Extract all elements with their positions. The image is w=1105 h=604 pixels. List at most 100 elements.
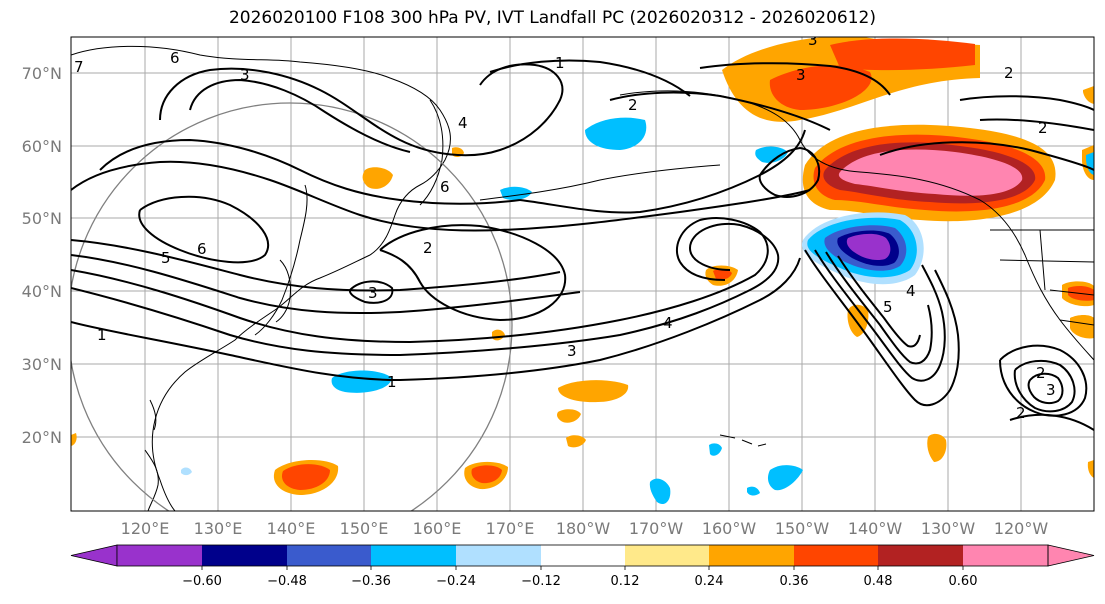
colorbar-segment [202, 545, 287, 566]
contour-gulf-north [879, 141, 1094, 171]
shade-blob-cyan-c [649, 478, 671, 505]
contour-label: 1 [555, 54, 565, 72]
latitude-label: 30°N [22, 355, 62, 374]
contour-1-east [959, 95, 1094, 111]
map-title: 2026020100 F108 300 hPa PV, IVT Landfall… [228, 8, 876, 28]
longitude-label: 160°W [702, 519, 757, 538]
colorbar-extend-high [1047, 544, 1095, 567]
contour-1-far-east [1009, 413, 1094, 431]
contour-trough-1 [804, 249, 960, 407]
contour-1-south [71, 257, 801, 382]
longitude-labels: 120°E 130°E 140°E 150°E 160°E 170°E 180°W 170°W… [121, 519, 1049, 538]
contour-labels: 7 6 3 1 2 3 2 4 3 2 6 5 6 2 3 4 3 1 5 4 … [74, 37, 1056, 422]
contour-4-south [71, 217, 769, 344]
contour-2-bering [758, 146, 820, 198]
longitude-label: 120°E [121, 519, 170, 538]
colorbar-tick-label: −0.12 [521, 574, 561, 589]
latitude-label: 40°N [22, 282, 62, 301]
shade-blob-orange-f [566, 435, 586, 448]
colorbar-tick-label: 0.60 [949, 574, 978, 589]
contour-label: 6 [197, 240, 207, 258]
coast-us-borders [990, 229, 1094, 326]
colorbar-segment [794, 545, 878, 566]
contour-2-east [979, 118, 1094, 131]
shade-blob-cyan-e [709, 443, 722, 456]
latitude-labels: 70°N 60°N 50°N 40°N 30°N 20°N [22, 64, 62, 447]
contour-3-arctic [699, 62, 891, 96]
shade-blob-orange-r [1087, 460, 1094, 478]
longitude-label: 140°W [848, 519, 903, 538]
shade-blob-orange-d [558, 380, 629, 403]
colorbar: −0.60 −0.48 −0.36 −0.24 −0.12 0.12 0.24 0.36 0.4… [70, 544, 1095, 589]
contour-label: 2 [1036, 364, 1046, 382]
contour-label: 7 [74, 58, 84, 76]
contour-label: 2 [628, 96, 638, 114]
shade-aleutian-cyan-2 [755, 146, 788, 163]
contour-label: 3 [567, 342, 577, 360]
colorbar-tick-label: −0.48 [267, 574, 307, 589]
shade-blob-red-l [281, 464, 330, 490]
contour-2-mid [379, 224, 567, 322]
contour-label: 2 [1004, 64, 1014, 82]
shade-blob-lightblue-p [181, 467, 192, 476]
shade-blob-orange-a [362, 167, 393, 189]
contour-label: 2 [423, 239, 433, 257]
coast-kamchatka [419, 99, 444, 206]
longitude-label: 180°W [556, 519, 611, 538]
contour-3-mid [348, 280, 394, 304]
colorbar-segment [963, 545, 1048, 566]
contour-label: 4 [458, 114, 468, 132]
ivt-pc-shading [71, 37, 1094, 505]
colorbar-segment [878, 545, 963, 566]
contour-north-b [189, 78, 411, 153]
colorbar-tick-label: −0.24 [436, 574, 476, 589]
contour-6-west [138, 195, 270, 264]
contour-label: 1 [97, 326, 107, 344]
contour-label: 6 [170, 49, 180, 67]
colorbar-segment [541, 545, 625, 566]
coast-japan [254, 184, 308, 336]
shade-blob-cyan-f [747, 486, 760, 496]
latitude-label: 50°N [22, 209, 62, 228]
colorbar-outline [116, 544, 1049, 567]
contour-east-low-3 [1027, 372, 1064, 405]
shade-blob-red-m [471, 465, 502, 484]
contour-label: 3 [368, 284, 378, 302]
longitude-label: 150°W [775, 519, 830, 538]
longitude-label: 160°E [413, 519, 462, 538]
colorbar-segment [456, 545, 541, 566]
colorbar-tick-label: −0.36 [351, 574, 391, 589]
contour-label: 2 [1038, 119, 1048, 137]
contour-label: 5 [161, 249, 171, 267]
shade-trough-purple [846, 233, 891, 261]
coast-taiwan-philippines [144, 399, 159, 511]
coast-aleutians [479, 164, 721, 201]
pv-contours [71, 59, 1094, 431]
contour-label: 3 [796, 66, 806, 84]
shade-alaska-red [769, 65, 872, 110]
colorbar-extend-low [70, 544, 118, 567]
shade-blob-red-c [713, 268, 732, 280]
longitude-label: 170°E [486, 519, 535, 538]
longitude-label: 140°E [267, 519, 316, 538]
contour-trough-3 [825, 251, 933, 365]
colorbar-tick-label: 0.36 [780, 574, 809, 589]
shade-blob-orange-e [557, 409, 581, 423]
shade-alaska-north-red [830, 38, 975, 71]
coast-eurasia-north [71, 45, 451, 511]
contour-label: 3 [1046, 381, 1056, 399]
contour-6-south [71, 239, 561, 292]
contour-trough-4 [837, 255, 921, 348]
map-frame [70, 36, 1095, 512]
colorbar-tick-label: −0.60 [182, 574, 222, 589]
longitude-label: 120°W [994, 519, 1049, 538]
shade-gulf-pink [838, 149, 1023, 196]
shade-blob-orange-k [1070, 315, 1094, 339]
contour-label: 4 [906, 282, 916, 300]
contour-1-arctic [489, 59, 691, 97]
colorbar-segment [287, 545, 371, 566]
latitude-label: 70°N [22, 64, 62, 83]
colorbar-tick-label: 0.48 [864, 574, 893, 589]
colorbar-tick-label: 0.24 [695, 574, 724, 589]
longitude-label: 170°W [629, 519, 684, 538]
